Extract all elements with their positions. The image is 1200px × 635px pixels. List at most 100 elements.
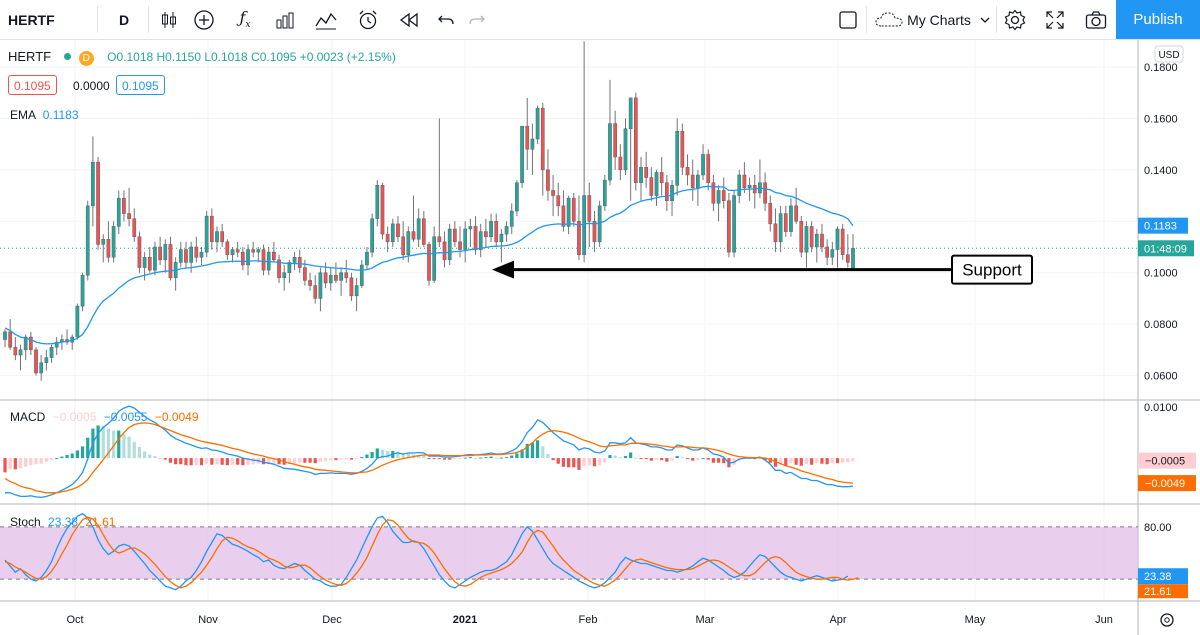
axis-settings-icon bbox=[1160, 613, 1174, 627]
candle bbox=[789, 205, 793, 232]
chart-style-button[interactable] bbox=[152, 0, 186, 39]
candle bbox=[468, 226, 473, 230]
candle bbox=[737, 174, 742, 196]
price-tick-label: 0.1600 bbox=[1144, 113, 1178, 125]
ask-box[interactable]: 0.1095 bbox=[116, 75, 165, 95]
macd-histogram-bar bbox=[386, 450, 390, 459]
macd-signal-line bbox=[4, 422, 854, 494]
candle bbox=[747, 185, 752, 189]
candle bbox=[794, 205, 798, 222]
macd-histogram-bar bbox=[236, 458, 240, 465]
candle bbox=[432, 236, 437, 281]
fullscreen-icon bbox=[1046, 10, 1064, 29]
macd-histogram-bar bbox=[499, 457, 503, 459]
stoch-d-marker bbox=[1138, 584, 1188, 599]
price-tick-label: 0.0600 bbox=[1144, 371, 1178, 383]
macd-histogram-bar bbox=[675, 456, 679, 459]
candle bbox=[742, 174, 747, 189]
macd-histogram-bar bbox=[117, 430, 121, 459]
candle bbox=[665, 182, 669, 201]
macd-histogram-bar bbox=[355, 458, 359, 460]
candle bbox=[628, 97, 633, 129]
redo-button[interactable] bbox=[462, 0, 492, 39]
candle bbox=[80, 275, 85, 307]
snapshot-button[interactable] bbox=[1080, 0, 1112, 39]
macd-histogram-bar bbox=[303, 458, 307, 463]
macd-histogram-bar bbox=[127, 436, 131, 459]
macd-signal-axis-label: −0.0049 bbox=[1145, 478, 1185, 490]
candle bbox=[546, 169, 550, 191]
stoch-label[interactable]: Stoch bbox=[10, 515, 41, 529]
macd-histogram-bar bbox=[629, 452, 633, 459]
macd-histogram bbox=[3, 425, 855, 473]
candle bbox=[571, 197, 576, 222]
candle bbox=[561, 205, 566, 227]
time-tick-label: Mar bbox=[696, 614, 715, 626]
settings-button[interactable] bbox=[1000, 0, 1030, 39]
stoch-k-line bbox=[4, 512, 849, 591]
stoch-lines bbox=[4, 512, 859, 591]
redo-icon bbox=[469, 15, 485, 24]
price-tick-label: 0.0800 bbox=[1144, 319, 1178, 331]
candle bbox=[556, 195, 561, 207]
candle bbox=[344, 272, 349, 279]
interval-button[interactable]: D bbox=[106, 0, 142, 39]
candle bbox=[385, 233, 390, 243]
time-tick-label: Oct bbox=[66, 614, 83, 626]
candle bbox=[401, 236, 405, 255]
candle bbox=[349, 277, 354, 297]
candle bbox=[220, 231, 225, 243]
macd-histogram-bar bbox=[623, 456, 628, 459]
macd-histogram-bar bbox=[479, 457, 483, 459]
my-charts-button[interactable]: My Charts bbox=[872, 0, 994, 39]
macd-histogram-bar bbox=[773, 458, 778, 467]
macd-histogram-bar bbox=[360, 457, 364, 459]
spread-value: 0.0000 bbox=[73, 79, 110, 93]
candle bbox=[246, 249, 250, 266]
macd-histogram-bar bbox=[396, 451, 400, 459]
macd-histogram-bar bbox=[246, 458, 250, 465]
macd-label[interactable]: MACD bbox=[10, 410, 46, 424]
candle bbox=[489, 221, 493, 237]
macd-histogram-bar bbox=[561, 458, 566, 467]
macd-histogram-bar bbox=[18, 458, 23, 469]
symbol-search-button[interactable]: HERTF bbox=[8, 0, 68, 39]
undo-button[interactable] bbox=[430, 0, 462, 39]
macd-histogram-bar bbox=[215, 458, 219, 465]
publish-button[interactable]: Publish bbox=[1116, 0, 1200, 39]
legend-symbol[interactable]: HERTF bbox=[8, 49, 52, 64]
replay-button[interactable] bbox=[392, 0, 426, 39]
candle bbox=[639, 167, 643, 183]
macd-histogram-bar bbox=[525, 443, 529, 459]
candle bbox=[147, 257, 152, 271]
ema-label[interactable]: EMA bbox=[10, 108, 36, 122]
macd-histogram-bar bbox=[29, 458, 33, 466]
bid-box[interactable]: 0.1095 bbox=[8, 75, 57, 95]
macd-histogram-bar bbox=[318, 458, 323, 462]
undo-icon bbox=[438, 15, 454, 24]
macd-histogram-bar bbox=[634, 457, 638, 459]
compare-button[interactable] bbox=[309, 0, 343, 39]
macd-histogram-bar bbox=[541, 446, 545, 459]
candle bbox=[116, 197, 121, 227]
financials-button[interactable] bbox=[268, 0, 302, 39]
candle bbox=[241, 251, 245, 266]
grid-lines bbox=[0, 40, 1200, 635]
select-layout-button[interactable] bbox=[834, 0, 862, 39]
source-badge: D bbox=[78, 51, 94, 66]
indicators-button[interactable]: ƒx bbox=[228, 0, 262, 39]
candle bbox=[701, 154, 705, 176]
fullscreen-button[interactable] bbox=[1040, 0, 1070, 39]
macd-histogram-bar bbox=[308, 458, 312, 463]
macd-histogram-bar bbox=[272, 458, 276, 464]
time-tick-label: Dec bbox=[322, 614, 342, 626]
macd-hist-marker bbox=[1138, 452, 1196, 469]
candle bbox=[256, 249, 261, 253]
alert-button[interactable] bbox=[350, 0, 386, 39]
indicators-add-button[interactable] bbox=[187, 0, 221, 39]
macd-histogram-bar bbox=[587, 458, 591, 466]
status-dot-icon bbox=[64, 53, 72, 60]
ema-line bbox=[4, 185, 854, 345]
